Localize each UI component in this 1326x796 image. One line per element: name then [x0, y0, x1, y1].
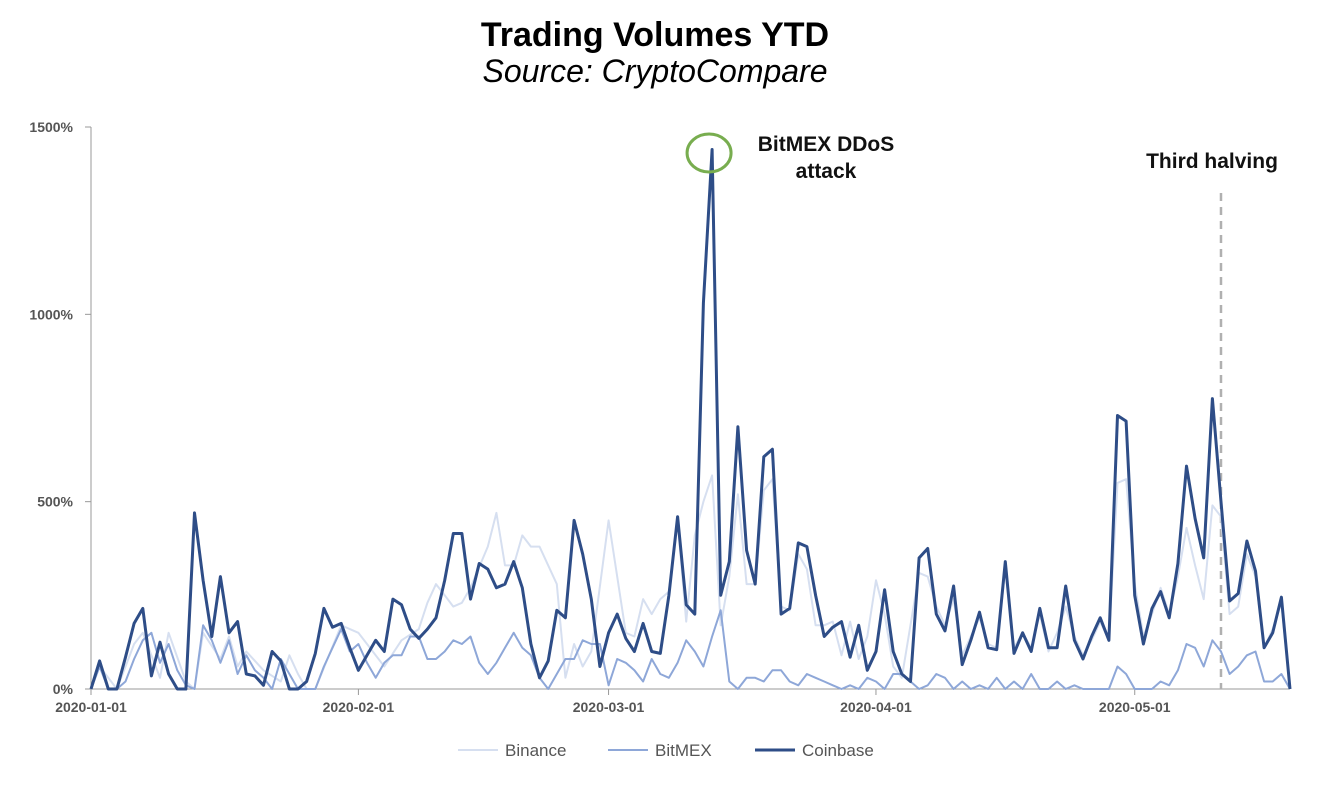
- x-tick-label: 2020-01-01: [55, 699, 127, 715]
- y-tick-label: 1500%: [29, 119, 73, 135]
- x-tick-label: 2020-02-01: [323, 699, 395, 715]
- chart-annotations: BitMEX DDoS attack Third halving: [685, 132, 1278, 183]
- legend-item-bitmex[interactable]: BitMEX: [608, 741, 712, 760]
- legend-label: BitMEX: [655, 741, 712, 760]
- y-tick-label: 500%: [37, 494, 73, 510]
- chart-legend[interactable]: Binance BitMEX Coinbase: [458, 741, 874, 760]
- ddos-annotation-line: BitMEX DDoS: [758, 133, 895, 156]
- legend-label: Binance: [505, 741, 566, 760]
- ddos-annotation-text: BitMEX DDoS attack: [758, 133, 895, 183]
- chart-title: Trading Volumes YTD: [480, 16, 830, 54]
- y-tick-label: 0%: [53, 681, 74, 697]
- chart-axes: 0% 500% 1000% 1500% 2020-01-01 2020-02-01 2020…: [29, 119, 1290, 715]
- chart-subtitle: Source: CryptoCompare: [482, 53, 828, 89]
- x-tick-label: 2020-03-01: [573, 699, 645, 715]
- series-line-bitmex: [90, 609, 1291, 690]
- legend-item-binance[interactable]: Binance: [458, 741, 566, 760]
- halving-annotation-line: Third halving: [1146, 150, 1278, 173]
- x-tick-label: 2020-04-01: [840, 699, 912, 715]
- x-tick-label: 2020-05-01: [1099, 699, 1171, 715]
- chart-series-lines: [89, 148, 1292, 691]
- ddos-annotation-line: attack: [796, 160, 857, 183]
- y-tick-label: 1000%: [29, 306, 73, 322]
- halving-annotation-text: Third halving: [1146, 150, 1278, 173]
- legend-label: Coinbase: [802, 741, 874, 760]
- ddos-highlight-circle: [685, 132, 733, 174]
- series-line-coinbase: [89, 148, 1292, 691]
- legend-item-coinbase[interactable]: Coinbase: [755, 741, 874, 760]
